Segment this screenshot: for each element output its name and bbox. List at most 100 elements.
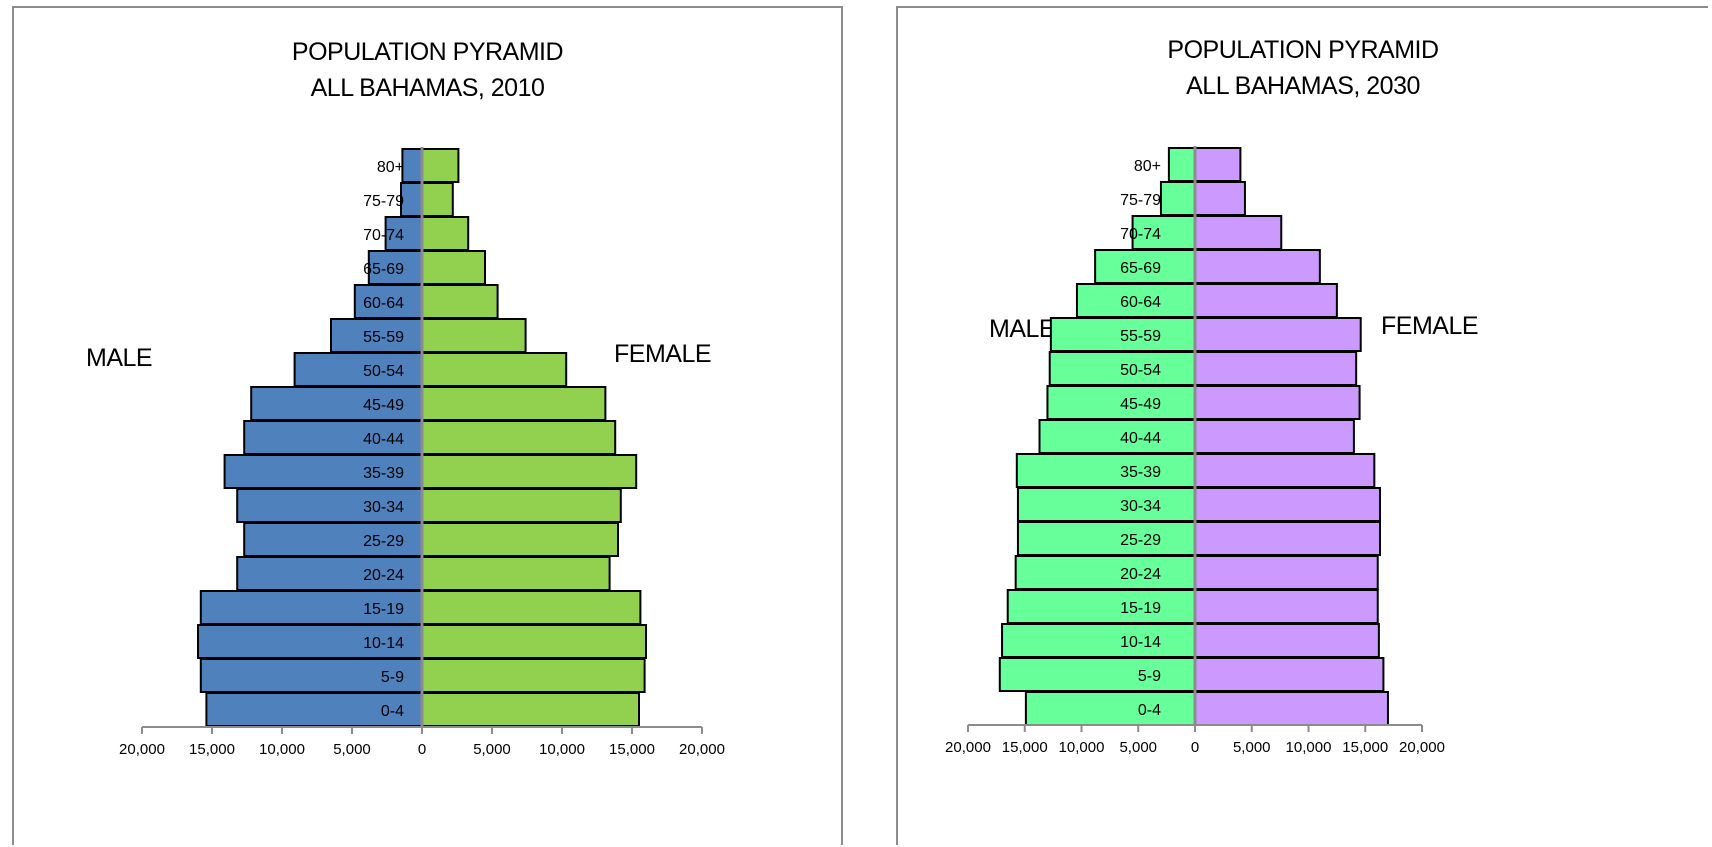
age-group-label: 55-59: [1120, 328, 1161, 345]
age-group-label: 25-29: [1120, 532, 1161, 549]
bar-male-25-29: [1018, 522, 1195, 555]
x-tick-label: 5,000: [473, 741, 511, 758]
bar-female-0-4: [1195, 692, 1388, 725]
bar-female-20-24: [1195, 556, 1378, 589]
bar-female-45-49: [422, 387, 605, 420]
bar-female-35-39: [1195, 454, 1374, 487]
age-group-label: 25-29: [363, 533, 404, 550]
bar-female-65-69: [422, 251, 485, 284]
bar-female-30-34: [422, 489, 621, 522]
bar-male-30-34: [1018, 488, 1195, 521]
age-group-label: 45-49: [363, 397, 404, 414]
age-group-label: 65-69: [363, 261, 404, 278]
bar-female-0-4: [422, 693, 639, 726]
x-tick-label: 5,000: [1233, 739, 1271, 756]
bar-male-75-79: [401, 183, 422, 216]
age-group-label: 5-9: [1138, 668, 1161, 685]
bar-female-80+: [422, 149, 458, 182]
x-tick-label: 10,000: [259, 741, 305, 758]
bar-female-25-29: [422, 523, 618, 556]
bar-female-75-79: [422, 183, 453, 216]
age-group-label: 20-24: [363, 567, 404, 584]
bar-female-5-9: [422, 659, 645, 692]
x-tick-label: 10,000: [1286, 739, 1332, 756]
x-tick-label: 5,000: [333, 741, 371, 758]
bar-female-30-34: [1195, 488, 1380, 521]
bar-female-40-44: [1195, 420, 1354, 453]
bar-male-15-19: [1008, 590, 1195, 623]
x-tick-label: 20,000: [1399, 739, 1445, 756]
x-tick-label: 20,000: [679, 741, 725, 758]
age-group-label: 80+: [377, 159, 404, 176]
age-group-label: 0-4: [381, 703, 404, 720]
age-group-label: 55-59: [363, 329, 404, 346]
x-tick-label: 10,000: [1059, 739, 1105, 756]
bar-male-0-4: [1026, 692, 1195, 725]
bar-female-45-49: [1195, 386, 1360, 419]
bar-female-75-79: [1195, 182, 1245, 215]
bar-female-60-64: [1195, 284, 1337, 317]
bar-female-15-19: [1195, 590, 1378, 623]
age-group-label: 40-44: [1120, 430, 1161, 447]
bar-male-20-24: [1016, 556, 1195, 589]
age-group-label: 60-64: [363, 295, 404, 312]
bar-female-10-14: [1195, 624, 1379, 657]
pyramid-plot-2030: 0-4 5-9 10-14 15-19 20-24 25-29 30-34 35-39 40-4…: [898, 8, 1710, 847]
bar-male-35-39: [1017, 454, 1195, 487]
x-tick-label: 0: [418, 741, 426, 758]
bar-female-20-24: [422, 557, 610, 590]
age-group-label: 80+: [1134, 158, 1161, 175]
pyramid-plot-2010: 0-4 5-9 10-14 15-19 20-24 25-29 30-34 35-39 40-4…: [14, 8, 845, 847]
bar-male-5-9: [1000, 658, 1195, 691]
age-group-label: 40-44: [363, 431, 404, 448]
bar-female-50-54: [422, 353, 566, 386]
bar-female-5-9: [1195, 658, 1383, 691]
chart-panel-2010: POPULATION PYRAMID ALL BAHAMAS, 2010 MAL…: [12, 6, 843, 845]
age-group-label: 15-19: [363, 601, 404, 618]
age-group-label: 75-79: [1120, 192, 1161, 209]
bar-female-55-59: [422, 319, 526, 352]
bar-female-35-39: [422, 455, 636, 488]
bar-female-15-19: [422, 591, 640, 624]
x-tick-label: 15,000: [609, 741, 655, 758]
age-group-label: 70-74: [363, 227, 404, 244]
bar-female-10-14: [422, 625, 646, 658]
age-group-label: 60-64: [1120, 294, 1161, 311]
age-group-label: 50-54: [1120, 362, 1161, 379]
age-group-label: 30-34: [363, 499, 404, 516]
chart-panel-2030: POPULATION PYRAMID ALL BAHAMAS, 2030 MAL…: [896, 6, 1708, 845]
age-group-label: 10-14: [1120, 634, 1161, 651]
bar-female-80+: [1195, 148, 1240, 181]
bar-female-70-74: [422, 217, 468, 250]
x-tick-label: 20,000: [119, 741, 165, 758]
age-group-label: 50-54: [363, 363, 404, 380]
age-group-label: 35-39: [1120, 464, 1161, 481]
age-group-label: 20-24: [1120, 566, 1161, 583]
x-tick-label: 20,000: [945, 739, 991, 756]
bar-female-25-29: [1195, 522, 1380, 555]
age-group-label: 75-79: [363, 193, 404, 210]
bar-female-40-44: [422, 421, 615, 454]
x-tick-label: 0: [1191, 739, 1199, 756]
age-group-label: 0-4: [1138, 702, 1161, 719]
bar-female-70-74: [1195, 216, 1281, 249]
age-group-label: 15-19: [1120, 600, 1161, 617]
x-tick-label: 15,000: [189, 741, 235, 758]
bar-male-80+: [1169, 148, 1195, 181]
x-tick-label: 5,000: [1119, 739, 1157, 756]
x-tick-label: 15,000: [1002, 739, 1048, 756]
x-tick-label: 10,000: [539, 741, 585, 758]
age-group-label: 5-9: [381, 669, 404, 686]
age-group-label: 70-74: [1120, 226, 1161, 243]
age-group-label: 30-34: [1120, 498, 1161, 515]
bar-female-65-69: [1195, 250, 1320, 283]
age-group-label: 65-69: [1120, 260, 1161, 277]
age-group-label: 45-49: [1120, 396, 1161, 413]
bar-male-40-44: [1040, 420, 1195, 453]
x-tick-label: 15,000: [1342, 739, 1388, 756]
bar-male-75-79: [1161, 182, 1195, 215]
bar-female-55-59: [1195, 318, 1361, 351]
bar-male-80+: [402, 149, 422, 182]
bar-female-60-64: [422, 285, 498, 318]
age-group-label: 10-14: [363, 635, 404, 652]
